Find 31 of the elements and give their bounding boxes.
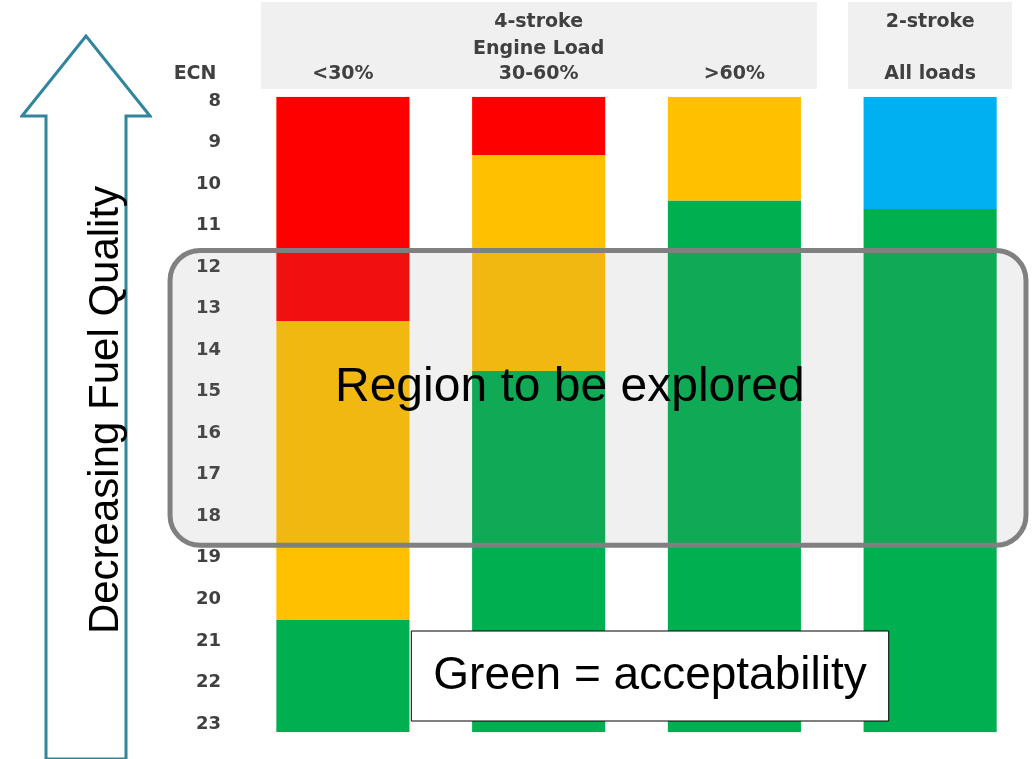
- text: 2-stroke: [885, 8, 975, 31]
- y-tick-label: 16: [195, 420, 222, 442]
- y-tick-label: 8: [208, 88, 222, 110]
- bar: [276, 96, 410, 322]
- y-axis-title: ECN: [173, 60, 217, 83]
- y-tick-label: 9: [208, 130, 222, 152]
- bar: [276, 620, 410, 733]
- x-tick-label: All loads: [884, 61, 976, 84]
- y-tick-label: 15: [195, 379, 222, 401]
- text: Decreasing Fuel Quality: [79, 185, 127, 635]
- bar: [667, 96, 801, 201]
- x-tick-label: 30-60%: [498, 61, 579, 84]
- y-tick-label: 17: [195, 462, 222, 484]
- y-tick-label: 21: [195, 628, 222, 650]
- annotation: Green = acceptability: [433, 646, 867, 699]
- text: 4-stroke: [494, 8, 584, 31]
- y-tick-label: 13: [195, 296, 222, 318]
- y-tick-label: 14: [195, 337, 222, 359]
- y-tick-label: 12: [195, 254, 222, 276]
- y-tick-label: 10: [195, 171, 222, 193]
- bar: [863, 96, 997, 209]
- text: Engine Load: [473, 35, 605, 58]
- y-tick-label: 11: [195, 213, 222, 235]
- bar: [472, 96, 606, 155]
- x-tick-label: >60%: [703, 61, 766, 84]
- y-tick-label: 23: [195, 711, 222, 733]
- y-tick-label: 22: [195, 670, 222, 692]
- y-tick-label: 20: [195, 586, 222, 608]
- y-tick-label: 18: [195, 503, 222, 525]
- x-tick-label: <30%: [312, 61, 374, 84]
- y-tick-label: 19: [195, 545, 222, 567]
